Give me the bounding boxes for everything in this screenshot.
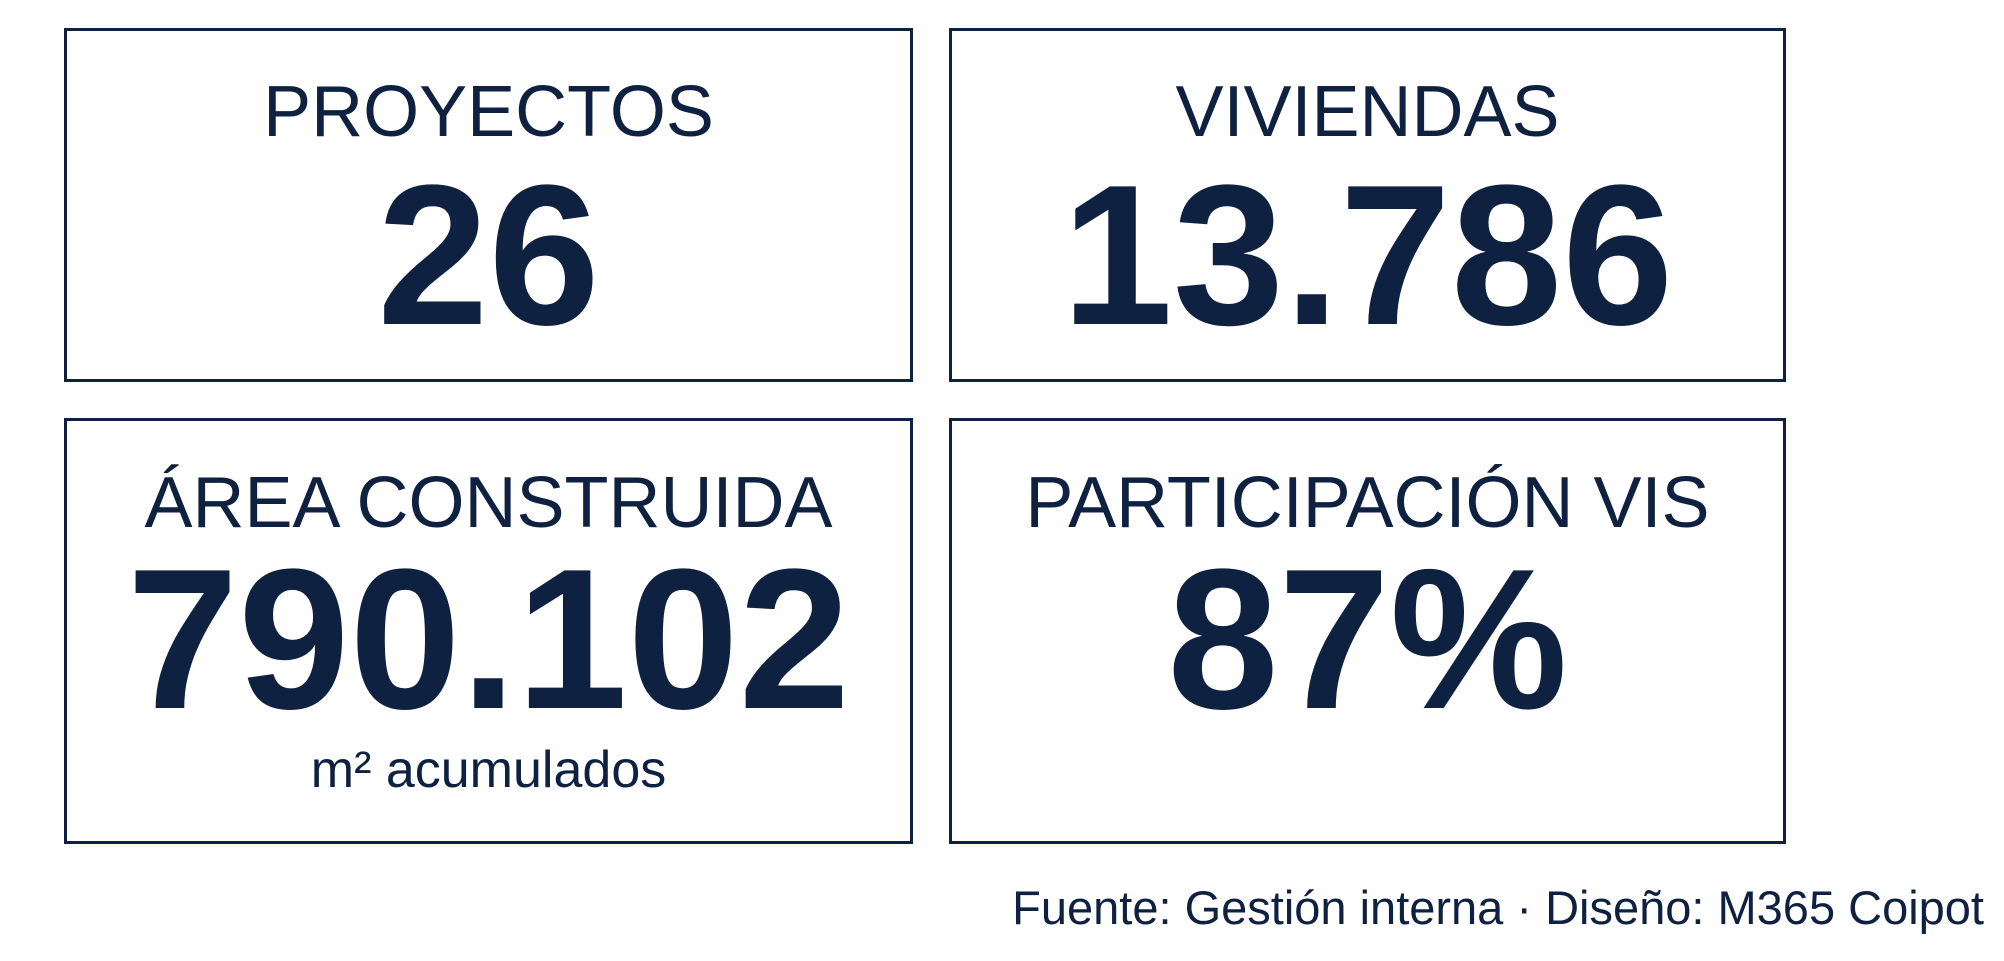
kpi-card: VIVIENDAS 13.786: [949, 28, 1786, 382]
kpi-value: 790.102: [127, 528, 850, 751]
kpi-label: ÁREA CONSTRUIDA: [144, 463, 833, 543]
kpi-label: PARTICIPACIÓN VIS: [1025, 463, 1710, 543]
footer-source: Fuente: Gestión interna · Diseño: M365 C…: [1012, 881, 1984, 934]
kpi-card: ÁREA CONSTRUIDA 790.102 m² acumulados: [64, 418, 913, 844]
kpi-label: PROYECTOS: [263, 72, 714, 152]
kpi-card: PROYECTOS 26: [64, 28, 913, 382]
kpi-value: 13.786: [1061, 144, 1674, 367]
kpi-card: PARTICIPACIÓN VIS 87%: [949, 418, 1786, 844]
kpi-note: m² acumulados: [310, 741, 667, 799]
kpi-label: VIVIENDAS: [1175, 72, 1560, 152]
kpi-value: 87%: [1167, 528, 1568, 751]
kpi-value: 26: [377, 144, 600, 367]
